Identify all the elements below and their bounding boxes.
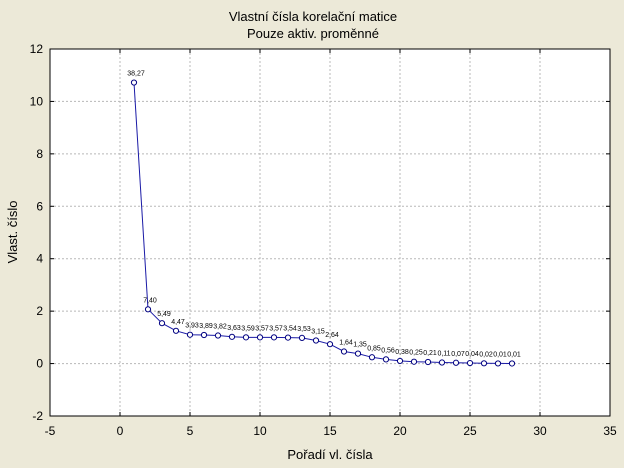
data-point xyxy=(186,331,194,338)
data-point xyxy=(494,360,502,367)
data-label: 0,25 xyxy=(409,350,423,357)
data-point xyxy=(298,334,306,341)
x-tick-label: 5 xyxy=(187,424,194,438)
data-label: 0,04 xyxy=(465,351,479,358)
data-point xyxy=(452,359,460,366)
x-tick-label: 30 xyxy=(533,424,547,438)
data-label: 3,82 xyxy=(213,324,227,331)
data-point xyxy=(256,334,264,341)
y-tick-label: 2 xyxy=(36,304,43,318)
y-axis-label: Vlast. číslo xyxy=(5,201,20,264)
data-label: 4,47 xyxy=(171,319,185,326)
x-tick-label: -5 xyxy=(45,424,56,438)
data-label: 38,27 xyxy=(127,71,145,78)
data-point xyxy=(144,306,152,313)
data-label: 0,02 xyxy=(479,351,493,358)
x-axis-label: Pořadí vl. čísla xyxy=(287,447,373,462)
data-labels: 38,277,405,494,473,93 3,89 3,82 3,63 3,59 3,5… xyxy=(127,71,521,359)
data-label: 3,54 xyxy=(283,326,297,333)
data-label: 0,56 xyxy=(381,347,395,354)
y-tick-label: 10 xyxy=(30,94,44,108)
data-point xyxy=(312,337,320,344)
data-point xyxy=(438,359,446,366)
data-label: 3,93 xyxy=(185,323,199,330)
data-point xyxy=(158,320,166,327)
data-label: 3,57 xyxy=(255,325,269,332)
data-label: 7,40 xyxy=(143,297,157,304)
data-point xyxy=(466,359,474,367)
chart-subtitle: Pouze aktiv. proměnné xyxy=(247,26,379,41)
data-point xyxy=(326,341,334,348)
data-label: 0,01 xyxy=(493,351,507,358)
data-point xyxy=(424,358,432,366)
data-label: 1,35 xyxy=(353,342,367,349)
data-label: 3,59 xyxy=(241,325,255,332)
x-axis-ticks: -5 0 5 10 15 20 25 30 35 xyxy=(45,49,617,438)
data-label: 0,85 xyxy=(367,345,381,352)
data-label: 0,01 xyxy=(507,351,521,358)
data-point xyxy=(270,334,278,341)
data-point xyxy=(508,360,516,367)
data-point xyxy=(396,357,404,365)
data-point xyxy=(200,331,208,339)
data-label: 0,38 xyxy=(395,349,409,356)
series-eigenvalues xyxy=(130,79,516,367)
data-label: 0,11 xyxy=(437,351,450,358)
x-tick-label: 25 xyxy=(463,424,477,438)
data-label: 3,89 xyxy=(199,323,213,330)
chart-title: Vlastní čísla korelační matice xyxy=(229,9,397,24)
data-point xyxy=(172,327,180,334)
data-point xyxy=(480,360,488,367)
data-label: 3,15 xyxy=(311,329,325,336)
data-point xyxy=(368,354,376,361)
x-tick-label: 15 xyxy=(323,424,337,438)
data-point xyxy=(354,350,362,357)
y-tick-label: 6 xyxy=(36,199,43,213)
series-line xyxy=(133,82,513,364)
data-point xyxy=(340,348,348,355)
data-label: 3,57 xyxy=(269,325,283,332)
data-label: 5,49 xyxy=(157,311,171,318)
data-point xyxy=(228,333,236,340)
data-point xyxy=(284,334,292,341)
data-point xyxy=(130,79,138,86)
data-point xyxy=(410,358,418,365)
y-tick-label: -2 xyxy=(32,409,43,423)
data-label: 3,53 xyxy=(297,326,311,333)
data-point xyxy=(214,332,222,339)
y-tick-label: 12 xyxy=(30,42,44,56)
x-tick-label: 0 xyxy=(117,424,124,438)
plot-area xyxy=(49,48,611,417)
data-point xyxy=(242,334,250,341)
data-label: 3,63 xyxy=(227,325,241,332)
data-label: 1,64 xyxy=(339,340,353,347)
x-tick-label: 20 xyxy=(393,424,407,438)
data-label: 0,07 xyxy=(451,351,465,358)
data-label: 0,21 xyxy=(423,350,437,357)
y-axis-ticks: -2 0 2 4 6 8 10 12 xyxy=(30,42,610,423)
y-tick-label: 4 xyxy=(36,252,43,266)
data-label: 2,64 xyxy=(325,332,339,339)
grid-lines xyxy=(50,49,610,416)
x-tick-label: 35 xyxy=(603,424,617,438)
y-tick-label: 0 xyxy=(36,357,43,371)
data-point xyxy=(382,356,390,363)
y-tick-label: 8 xyxy=(36,147,43,161)
x-tick-label: 10 xyxy=(253,424,267,438)
